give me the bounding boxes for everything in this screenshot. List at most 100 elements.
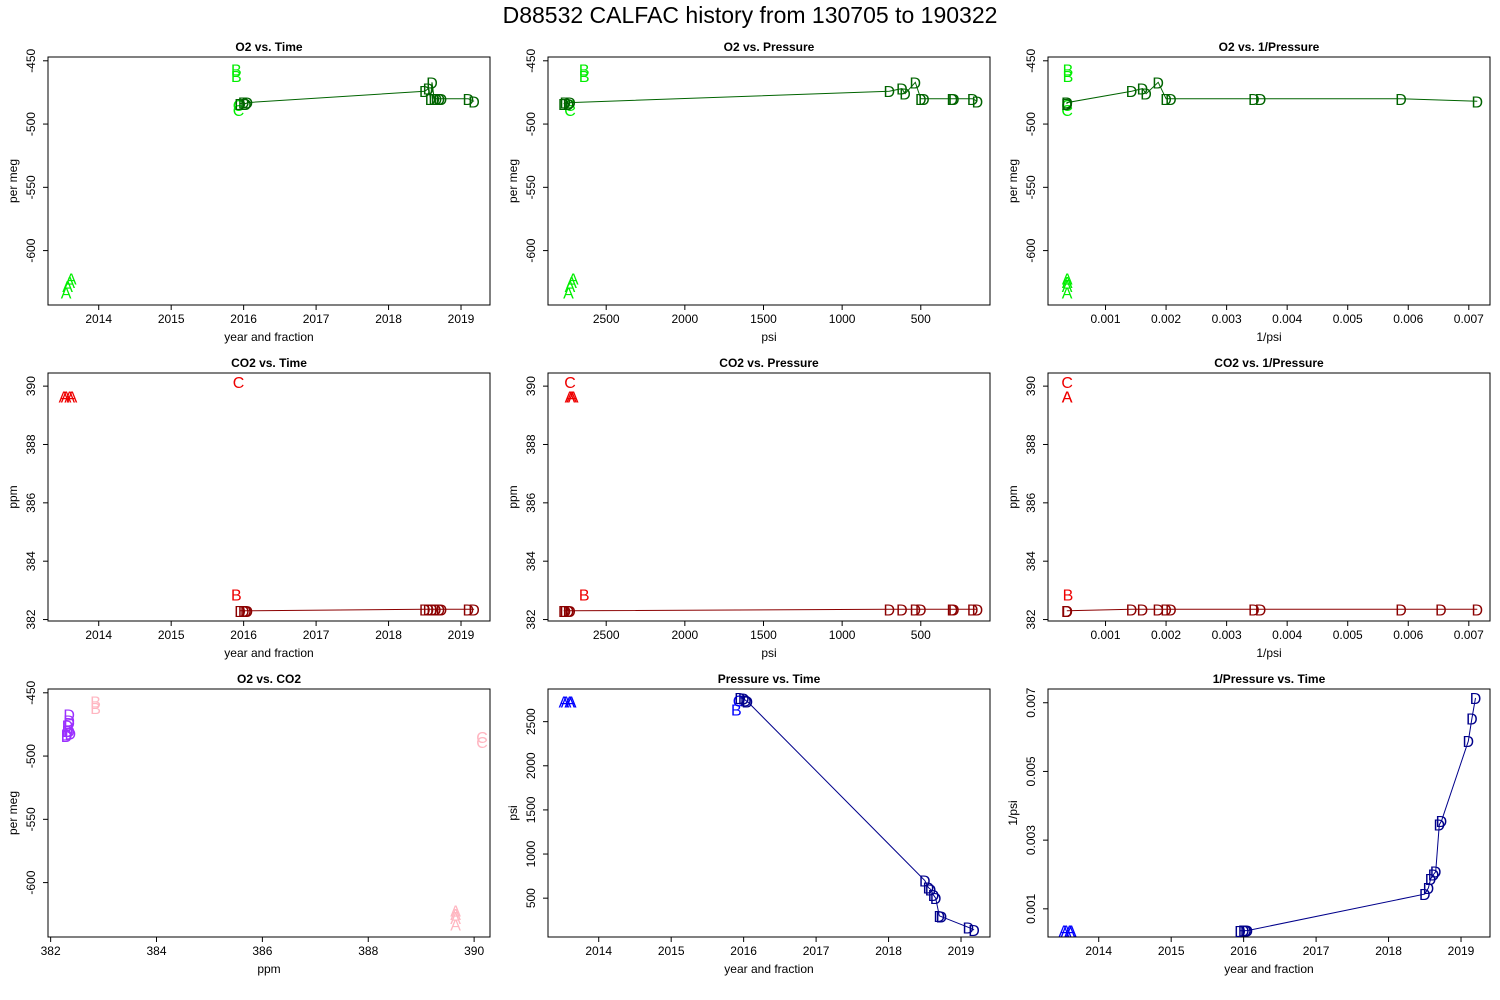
x-tick-label: 0.002 <box>1151 312 1181 326</box>
data-point: D <box>426 75 438 92</box>
data-point: D <box>436 92 448 109</box>
x-axis-label: year and fraction <box>724 962 813 976</box>
x-axis-label: year and fraction <box>224 330 313 344</box>
data-point: D <box>1395 602 1407 619</box>
y-axis-label: psi <box>506 805 520 820</box>
x-tick-label: 2015 <box>158 628 185 642</box>
data-point: A <box>1062 279 1073 296</box>
plot-frame <box>547 372 991 622</box>
y-tick-label: -600 <box>24 870 38 894</box>
data-point: A <box>568 271 579 288</box>
data-point: D <box>63 707 75 724</box>
chart-panel: O2 vs. Time year and fraction per meg 2014 2… <box>6 40 491 344</box>
x-tick-label: 2019 <box>1448 944 1475 958</box>
data-point: D <box>241 604 253 621</box>
data-point: D <box>558 97 570 114</box>
data-point: D <box>972 94 984 111</box>
data-point: D <box>63 714 75 731</box>
data-point: D <box>241 96 253 113</box>
x-tick-label: 0.004 <box>1272 628 1302 642</box>
y-axis-label: ppm <box>1006 485 1020 508</box>
data-point: A <box>450 911 461 928</box>
x-tick-label: 2014 <box>85 628 112 642</box>
y-tick-label: -550 <box>1024 175 1038 199</box>
x-tick-label: 0.006 <box>1393 312 1423 326</box>
data-point: C <box>564 375 576 392</box>
data-point: D <box>423 82 435 99</box>
chart-title: CO2 vs. 1/Pressure <box>1214 356 1324 370</box>
y-tick-label: -450 <box>524 48 538 72</box>
y-axis-label: ppm <box>506 485 520 508</box>
x-tick-label: 390 <box>464 944 484 958</box>
data-point: D <box>910 75 922 92</box>
data-point: D <box>1428 867 1440 884</box>
y-tick-label: -450 <box>24 48 38 72</box>
data-point: A <box>1062 271 1073 288</box>
data-point: D <box>430 602 442 619</box>
chart-title: CO2 vs. Pressure <box>719 356 819 370</box>
x-tick-label: 2019 <box>448 628 475 642</box>
data-point: D <box>1248 92 1260 109</box>
data-point: D <box>1240 924 1252 941</box>
x-tick-label: 2019 <box>948 944 975 958</box>
data-point: D <box>61 729 73 746</box>
x-tick-label: 0.001 <box>1091 312 1121 326</box>
data-point: B <box>231 588 242 605</box>
data-point: D <box>962 920 974 937</box>
x-tick-label: 388 <box>358 944 378 958</box>
data-point: D <box>738 692 750 709</box>
data-point: D <box>63 724 75 741</box>
data-point: A <box>450 903 461 920</box>
x-tick-label: 0.006 <box>1393 628 1423 642</box>
y-tick-label: -600 <box>1024 238 1038 262</box>
y-tick-label: 0.005 <box>1024 756 1038 786</box>
y-tick-label: -450 <box>24 680 38 704</box>
data-point: D <box>896 82 908 99</box>
plot-frame <box>47 56 491 306</box>
data-point: D <box>1436 814 1448 831</box>
x-tick-label: 2018 <box>875 944 902 958</box>
x-tick-label: 500 <box>911 312 931 326</box>
chart-title: O2 vs. 1/Pressure <box>1219 40 1320 54</box>
data-point: D <box>419 602 431 619</box>
x-tick-label: 2017 <box>303 312 330 326</box>
data-point: D <box>884 84 896 101</box>
series-line <box>563 81 978 105</box>
data-point: A <box>61 285 72 302</box>
data-point: D <box>1472 602 1484 619</box>
y-tick-label: 386 <box>1024 493 1038 513</box>
data-point: D <box>1137 602 1149 619</box>
x-tick-label: 0.003 <box>1212 312 1242 326</box>
data-point: D <box>1061 97 1073 114</box>
y-tick-label: 390 <box>1024 376 1038 396</box>
x-tick-label: 386 <box>252 944 272 958</box>
data-point: A <box>67 389 78 406</box>
data-point: D <box>946 92 958 109</box>
y-tick-label: -500 <box>24 112 38 136</box>
y-tick-label: 0.007 <box>1024 687 1038 717</box>
x-tick-label: 2019 <box>448 312 475 326</box>
data-point: A <box>566 275 577 292</box>
chart-panel: CO2 vs. 1/Pressure 1/psi ppm 0.001 0.002 0.00… <box>1006 356 1491 660</box>
x-tick-label: 500 <box>911 628 931 642</box>
data-point: D <box>884 602 896 619</box>
data-point: D <box>61 728 73 745</box>
data-point: C <box>1061 375 1073 392</box>
data-point: D <box>1061 604 1073 621</box>
data-point: D <box>433 92 445 109</box>
x-tick-label: 2017 <box>1303 944 1330 958</box>
data-point: D <box>1470 691 1482 708</box>
series-line <box>1066 608 1478 612</box>
data-point: D <box>436 602 448 619</box>
data-point: A <box>450 907 461 924</box>
series-line <box>239 82 475 105</box>
y-tick-label: -550 <box>524 175 538 199</box>
plot-frame <box>47 688 491 938</box>
y-axis-label: 1/psi <box>1006 800 1020 825</box>
y-axis-label: per meg <box>1006 159 1020 203</box>
data-point: C <box>1061 103 1073 120</box>
data-point: D <box>1061 604 1073 621</box>
data-point: C <box>1061 98 1073 115</box>
data-point: D <box>468 94 480 111</box>
data-point: D <box>1165 602 1177 619</box>
